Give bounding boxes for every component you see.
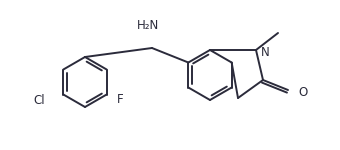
Text: N: N	[261, 46, 270, 60]
Text: H₂N: H₂N	[137, 19, 159, 32]
Text: F: F	[117, 93, 124, 106]
Text: Cl: Cl	[33, 94, 45, 107]
Text: O: O	[298, 85, 307, 99]
